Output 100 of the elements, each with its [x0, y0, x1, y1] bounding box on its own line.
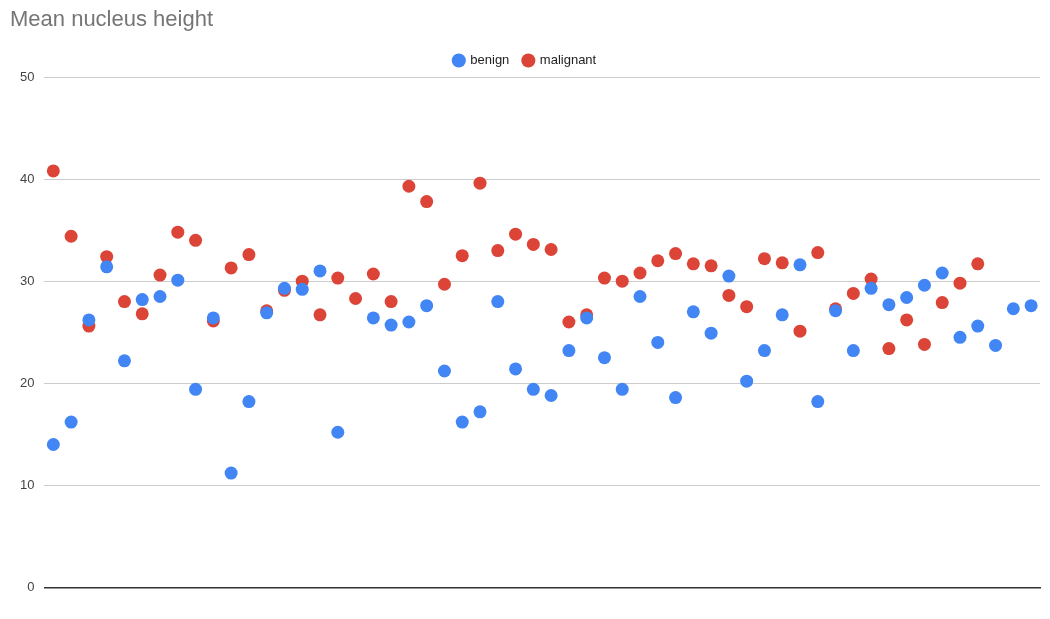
point [740, 374, 754, 388]
point [651, 254, 665, 268]
point [242, 248, 256, 262]
point [597, 351, 611, 365]
point [455, 415, 469, 429]
point [242, 395, 256, 409]
y-tick-label: 50 [19, 68, 35, 84]
point [153, 289, 167, 303]
point [420, 195, 434, 209]
point [473, 405, 487, 419]
point [900, 290, 914, 304]
point [526, 237, 540, 251]
point [917, 337, 931, 351]
point [135, 307, 149, 321]
point [775, 308, 789, 322]
point [491, 295, 505, 309]
point [811, 246, 825, 260]
point [509, 362, 523, 376]
point [935, 296, 949, 310]
y-tick-label: 40 [19, 170, 35, 186]
point [64, 229, 78, 243]
legend-label: malignant [539, 52, 597, 68]
point [811, 395, 825, 409]
y-tick-label: 0 [27, 578, 35, 594]
point [544, 243, 558, 257]
point [793, 258, 807, 272]
legend-label: benign [470, 52, 510, 68]
point [704, 326, 718, 340]
point [171, 225, 185, 239]
point [633, 289, 647, 303]
point [224, 466, 238, 480]
point [509, 227, 523, 241]
point [740, 300, 754, 314]
point [989, 338, 1003, 352]
point [189, 233, 203, 247]
point [491, 244, 505, 258]
point [437, 364, 451, 378]
point [349, 292, 363, 306]
point [64, 415, 78, 429]
point [473, 176, 487, 190]
point [384, 295, 398, 309]
point [775, 256, 789, 270]
point [1024, 299, 1038, 313]
point [686, 305, 700, 319]
point [562, 344, 576, 358]
point [669, 391, 683, 405]
point [331, 271, 345, 285]
point [455, 249, 469, 263]
point [189, 382, 203, 396]
point [153, 268, 167, 282]
point [313, 308, 327, 322]
point [615, 274, 629, 288]
point [757, 344, 771, 358]
point [882, 342, 896, 356]
point [597, 271, 611, 285]
point [384, 318, 398, 332]
point [100, 260, 114, 274]
point [46, 164, 60, 178]
point [437, 277, 451, 291]
point [366, 311, 380, 325]
point [402, 179, 416, 193]
point [331, 425, 345, 439]
point [82, 313, 96, 327]
point [402, 315, 416, 329]
chart-title: Mean nucleus height [10, 6, 214, 32]
point [900, 313, 914, 327]
point [562, 315, 576, 329]
point [935, 266, 949, 280]
point [971, 319, 985, 333]
point [544, 388, 558, 402]
point [704, 259, 718, 273]
point [615, 382, 629, 396]
y-tick-label: 30 [19, 272, 35, 288]
point [882, 298, 896, 312]
point [135, 293, 149, 307]
point [420, 299, 434, 313]
point [669, 247, 683, 261]
point [651, 335, 665, 349]
point [864, 281, 878, 295]
point [953, 276, 967, 290]
point [846, 344, 860, 358]
point [117, 354, 131, 368]
point [757, 252, 771, 266]
point [793, 324, 807, 338]
point [117, 295, 131, 309]
point [224, 261, 238, 275]
point [917, 278, 931, 292]
point [366, 267, 380, 281]
y-tick-label: 20 [19, 374, 35, 390]
point [1006, 302, 1020, 316]
point [722, 288, 736, 302]
point [722, 269, 736, 283]
point [971, 257, 985, 271]
point [633, 266, 647, 280]
point [171, 273, 185, 287]
point [526, 382, 540, 396]
point [686, 257, 700, 271]
point [46, 437, 60, 451]
y-tick-label: 10 [19, 476, 35, 492]
point [953, 330, 967, 344]
